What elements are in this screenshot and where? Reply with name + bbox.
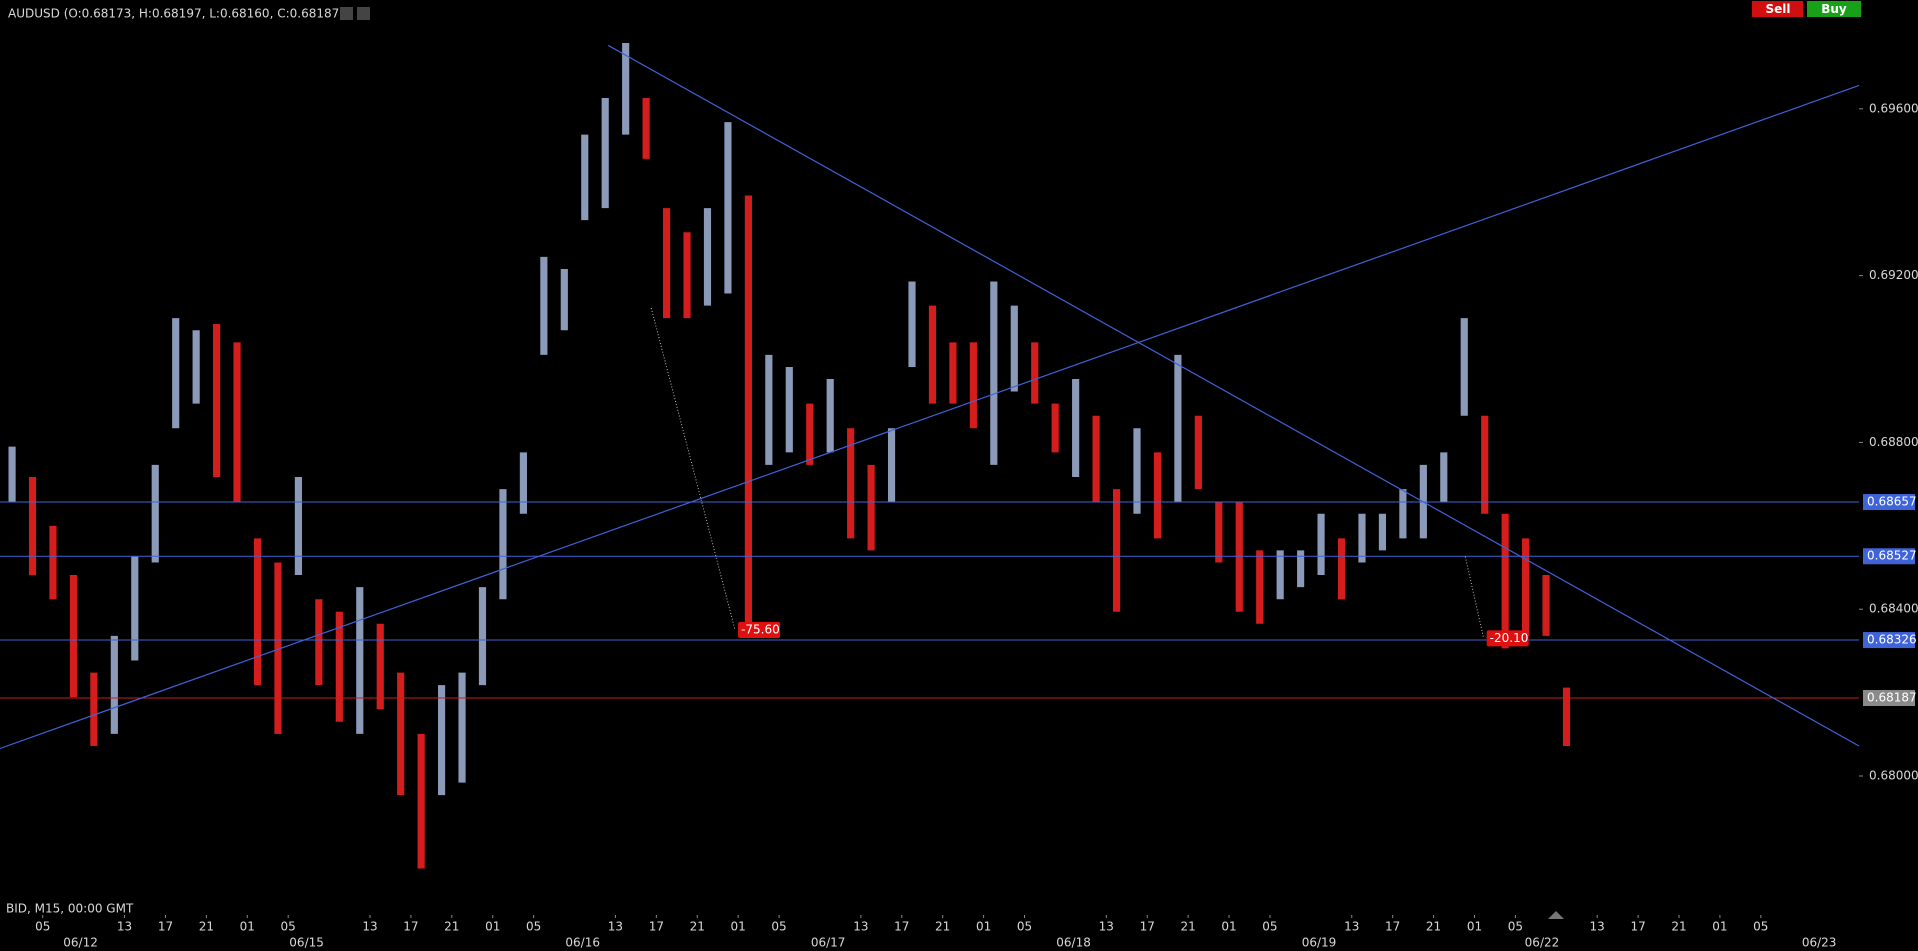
x-tick-label: 01 [731, 920, 746, 934]
x-tick-label: 17 [894, 920, 909, 934]
x-tick-label: 17 [158, 920, 173, 934]
x-tick-label: 21 [1671, 920, 1686, 934]
y-tick-label: 0.68000 [1869, 768, 1918, 782]
date-tick-label: 06/16 [565, 936, 600, 950]
x-tick-label: 17 [403, 920, 418, 934]
x-tick-label: 05 [1017, 920, 1032, 934]
x-tick-label: 21 [1180, 920, 1195, 934]
x-tick-label: 13 [362, 920, 377, 934]
settings-icon[interactable] [340, 7, 353, 20]
y-tick-label: 0.69200 [1869, 268, 1918, 282]
x-tick-label: 13 [608, 920, 623, 934]
date-tick-label: 06/23 [1802, 936, 1837, 950]
measure-tag [738, 622, 781, 639]
sell-label: Sell [1765, 2, 1790, 16]
price-level-tag [1863, 690, 1915, 707]
buy-button[interactable] [1807, 1, 1861, 17]
x-tick-label: 13 [1344, 920, 1359, 934]
trend-line [0, 84, 1860, 750]
x-tick-label: 13 [1590, 920, 1605, 934]
date-tick-label: 06/18 [1056, 936, 1091, 950]
x-tick-label: 13 [853, 920, 868, 934]
y-tick-label: 0.69600 [1869, 101, 1918, 115]
x-tick-label: 21 [199, 920, 214, 934]
x-tick-label: 05 [1262, 920, 1277, 934]
price-level-tag [1863, 494, 1915, 511]
measure-tag [1486, 630, 1529, 647]
x-tick-label: 17 [1630, 920, 1645, 934]
date-tick-label: 06/15 [289, 936, 324, 950]
x-tick-label: 01 [1712, 920, 1727, 934]
date-tick-label: 06/22 [1525, 936, 1560, 950]
x-tick-label: 21 [690, 920, 705, 934]
measure-label: -75.60 [741, 623, 780, 637]
date-tick-label: 06/12 [63, 936, 98, 950]
x-tick-label: 01 [485, 920, 500, 934]
x-tick-label: 17 [649, 920, 664, 934]
measure-label: -20.10 [1490, 631, 1529, 645]
x-tick-label: 05 [281, 920, 296, 934]
measure-line [1464, 556, 1485, 639]
date-tick-label: 06/17 [811, 936, 846, 950]
sell-button[interactable] [1752, 1, 1803, 17]
x-tick-label: 01 [1221, 920, 1236, 934]
x-tick-label: 21 [935, 920, 950, 934]
x-tick-label: 21 [444, 920, 459, 934]
x-tick-label: 05 [526, 920, 541, 934]
price-level-tag [1863, 548, 1915, 565]
price-level-label: 0.68187 [1867, 691, 1917, 705]
x-tick-label: 01 [976, 920, 991, 934]
x-tick-label: 05 [35, 920, 50, 934]
price-level-label: 0.68657 [1867, 495, 1917, 509]
chart-title: AUDUSD (O:0.68173, H:0.68197, L:0.68160,… [8, 7, 344, 21]
x-tick-label: 17 [1385, 920, 1400, 934]
y-tick-label: 0.68400 [1869, 602, 1918, 616]
x-tick-label: 05 [771, 920, 786, 934]
y-tick-label: 0.68800 [1869, 435, 1918, 449]
date-tick-label: 06/19 [1302, 936, 1337, 950]
close-icon[interactable] [357, 7, 370, 20]
x-tick-label: 13 [117, 920, 132, 934]
price-level-label: 0.68326 [1867, 633, 1917, 647]
x-tick-label: 01 [1467, 920, 1482, 934]
x-tick-label: 21 [1426, 920, 1441, 934]
buy-label: Buy [1821, 2, 1847, 16]
x-tick-label: 05 [1753, 920, 1768, 934]
x-tick-label: 01 [240, 920, 255, 934]
trend-line [607, 44, 1860, 747]
chart-subtitle: BID, M15, 00:00 GMT [6, 902, 134, 916]
x-tick-label: 17 [1140, 920, 1155, 934]
scroll-marker[interactable] [1548, 911, 1564, 919]
x-tick-label: 05 [1508, 920, 1523, 934]
x-tick-label: 13 [1099, 920, 1114, 934]
price-level-tag [1863, 632, 1915, 649]
price-level-label: 0.68527 [1867, 549, 1917, 563]
